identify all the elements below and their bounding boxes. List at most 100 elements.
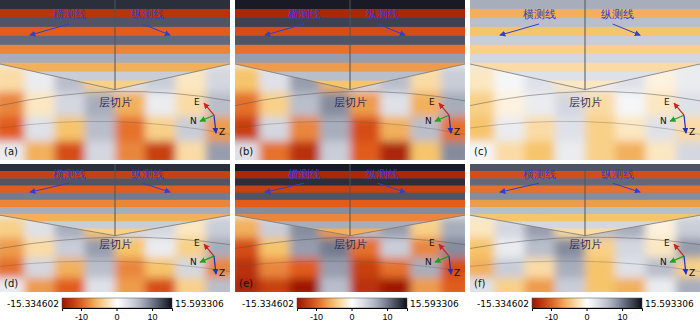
tick-mark bbox=[316, 308, 317, 311]
well-line bbox=[350, 0, 351, 90]
compass-label: E bbox=[194, 238, 200, 248]
compass-label: Z bbox=[219, 127, 225, 137]
slice-cell bbox=[0, 117, 25, 143]
background bbox=[235, 0, 465, 160]
slice-cell bbox=[676, 141, 700, 160]
slice-cell bbox=[259, 278, 290, 292]
slice-cell bbox=[0, 258, 25, 279]
tick: -10 bbox=[310, 308, 323, 322]
annotation: 层切片 bbox=[334, 96, 367, 109]
slice-cell bbox=[235, 238, 260, 259]
annotation: 层切片 bbox=[569, 238, 602, 251]
section-edge bbox=[115, 64, 230, 90]
tick-mark bbox=[152, 308, 153, 311]
slice-cell bbox=[494, 278, 525, 292]
slice-cell bbox=[555, 117, 586, 143]
slice-cell bbox=[0, 238, 25, 259]
well-line bbox=[585, 164, 586, 236]
slice-cell bbox=[320, 117, 351, 143]
slice-cell bbox=[555, 141, 586, 160]
well-line bbox=[585, 0, 586, 90]
colorbar: -10010-15.33460215.593306 bbox=[477, 298, 694, 322]
tick: 10 bbox=[148, 308, 158, 322]
slice-cell bbox=[290, 238, 321, 259]
slice-cell bbox=[235, 258, 260, 279]
section-edge bbox=[350, 64, 465, 90]
colorbar-max: 15.593306 bbox=[645, 299, 694, 309]
slice-cell bbox=[615, 117, 646, 143]
slice-cell bbox=[55, 278, 86, 292]
colorbar-bar bbox=[62, 298, 172, 308]
section-edge bbox=[235, 215, 350, 235]
slice-cell bbox=[115, 258, 146, 279]
section bbox=[235, 164, 465, 236]
tick-label: 10 bbox=[383, 312, 393, 322]
slice-cell bbox=[206, 218, 230, 239]
tick-label: -10 bbox=[75, 312, 88, 322]
panel-label: (f) bbox=[474, 278, 485, 289]
arrow bbox=[30, 24, 69, 35]
plot-area bbox=[0, 164, 230, 292]
compass-arrow bbox=[200, 256, 214, 262]
annotation: 层切片 bbox=[99, 96, 132, 109]
slice-cell bbox=[206, 117, 230, 143]
plot-area bbox=[235, 0, 465, 160]
slice-cell bbox=[0, 67, 25, 93]
colorbar-axis: -10010 bbox=[63, 308, 173, 322]
annotation: 层切片 bbox=[569, 96, 602, 109]
panel: 横测线纵测线层切片(a)ENZ bbox=[0, 0, 237, 167]
compass-arrow bbox=[449, 115, 451, 133]
slice-cell bbox=[380, 278, 411, 292]
slice-cell bbox=[470, 278, 495, 292]
section bbox=[235, 0, 465, 90]
tick: 10 bbox=[618, 308, 628, 322]
slice-cell bbox=[235, 117, 260, 143]
slice-cell bbox=[350, 141, 381, 160]
slice-cell bbox=[55, 117, 86, 143]
colorbar-bar bbox=[532, 298, 642, 308]
slice-cell bbox=[24, 141, 55, 160]
compass-label: N bbox=[190, 257, 197, 267]
arrow bbox=[30, 183, 69, 192]
colorbar-max: 15.593306 bbox=[175, 299, 224, 309]
compass-label: E bbox=[429, 97, 435, 107]
slice-cell bbox=[380, 117, 411, 143]
slice-cell bbox=[206, 92, 230, 118]
slice-cell bbox=[115, 117, 146, 143]
background bbox=[0, 0, 230, 160]
slice-cell bbox=[24, 258, 55, 279]
slice-cell bbox=[145, 238, 176, 259]
well-line bbox=[350, 164, 351, 236]
slice-cell bbox=[0, 141, 25, 160]
slice-cell bbox=[115, 141, 146, 160]
colorbar: -10010-15.33460215.593306 bbox=[242, 298, 459, 322]
slice-cell bbox=[525, 278, 556, 292]
slice-cell bbox=[676, 218, 700, 239]
compass-label: N bbox=[425, 257, 432, 267]
slice-cell bbox=[470, 218, 495, 239]
well-line bbox=[115, 164, 116, 236]
slice-cell bbox=[470, 141, 495, 160]
slice-cell bbox=[525, 141, 556, 160]
slice-cell bbox=[411, 278, 442, 292]
slice-cell bbox=[320, 278, 351, 292]
axis-line bbox=[533, 309, 643, 312]
section-edge bbox=[235, 64, 350, 90]
slice-cell bbox=[235, 218, 260, 239]
slice-cell bbox=[494, 92, 525, 118]
panel: 横测线纵测线层切片(d)ENZ bbox=[0, 164, 237, 299]
slice-cell bbox=[411, 92, 442, 118]
slice-cell bbox=[145, 278, 176, 292]
annotation: 横测线 bbox=[523, 8, 556, 21]
axis-line bbox=[298, 309, 408, 312]
slice-cell bbox=[0, 278, 25, 292]
figure: 横测线纵测线层切片(a)ENZ横测线纵测线层切片(b)ENZ横测线纵测线层切片(… bbox=[0, 0, 700, 327]
slice-cell bbox=[24, 92, 55, 118]
arrow bbox=[378, 183, 406, 192]
slice-cell bbox=[525, 117, 556, 143]
annotation: 横测线 bbox=[523, 168, 556, 181]
panel-label: (b) bbox=[239, 146, 253, 157]
compass-arrow bbox=[670, 256, 684, 262]
slice-cell bbox=[350, 258, 381, 279]
slice-cell bbox=[441, 92, 465, 118]
